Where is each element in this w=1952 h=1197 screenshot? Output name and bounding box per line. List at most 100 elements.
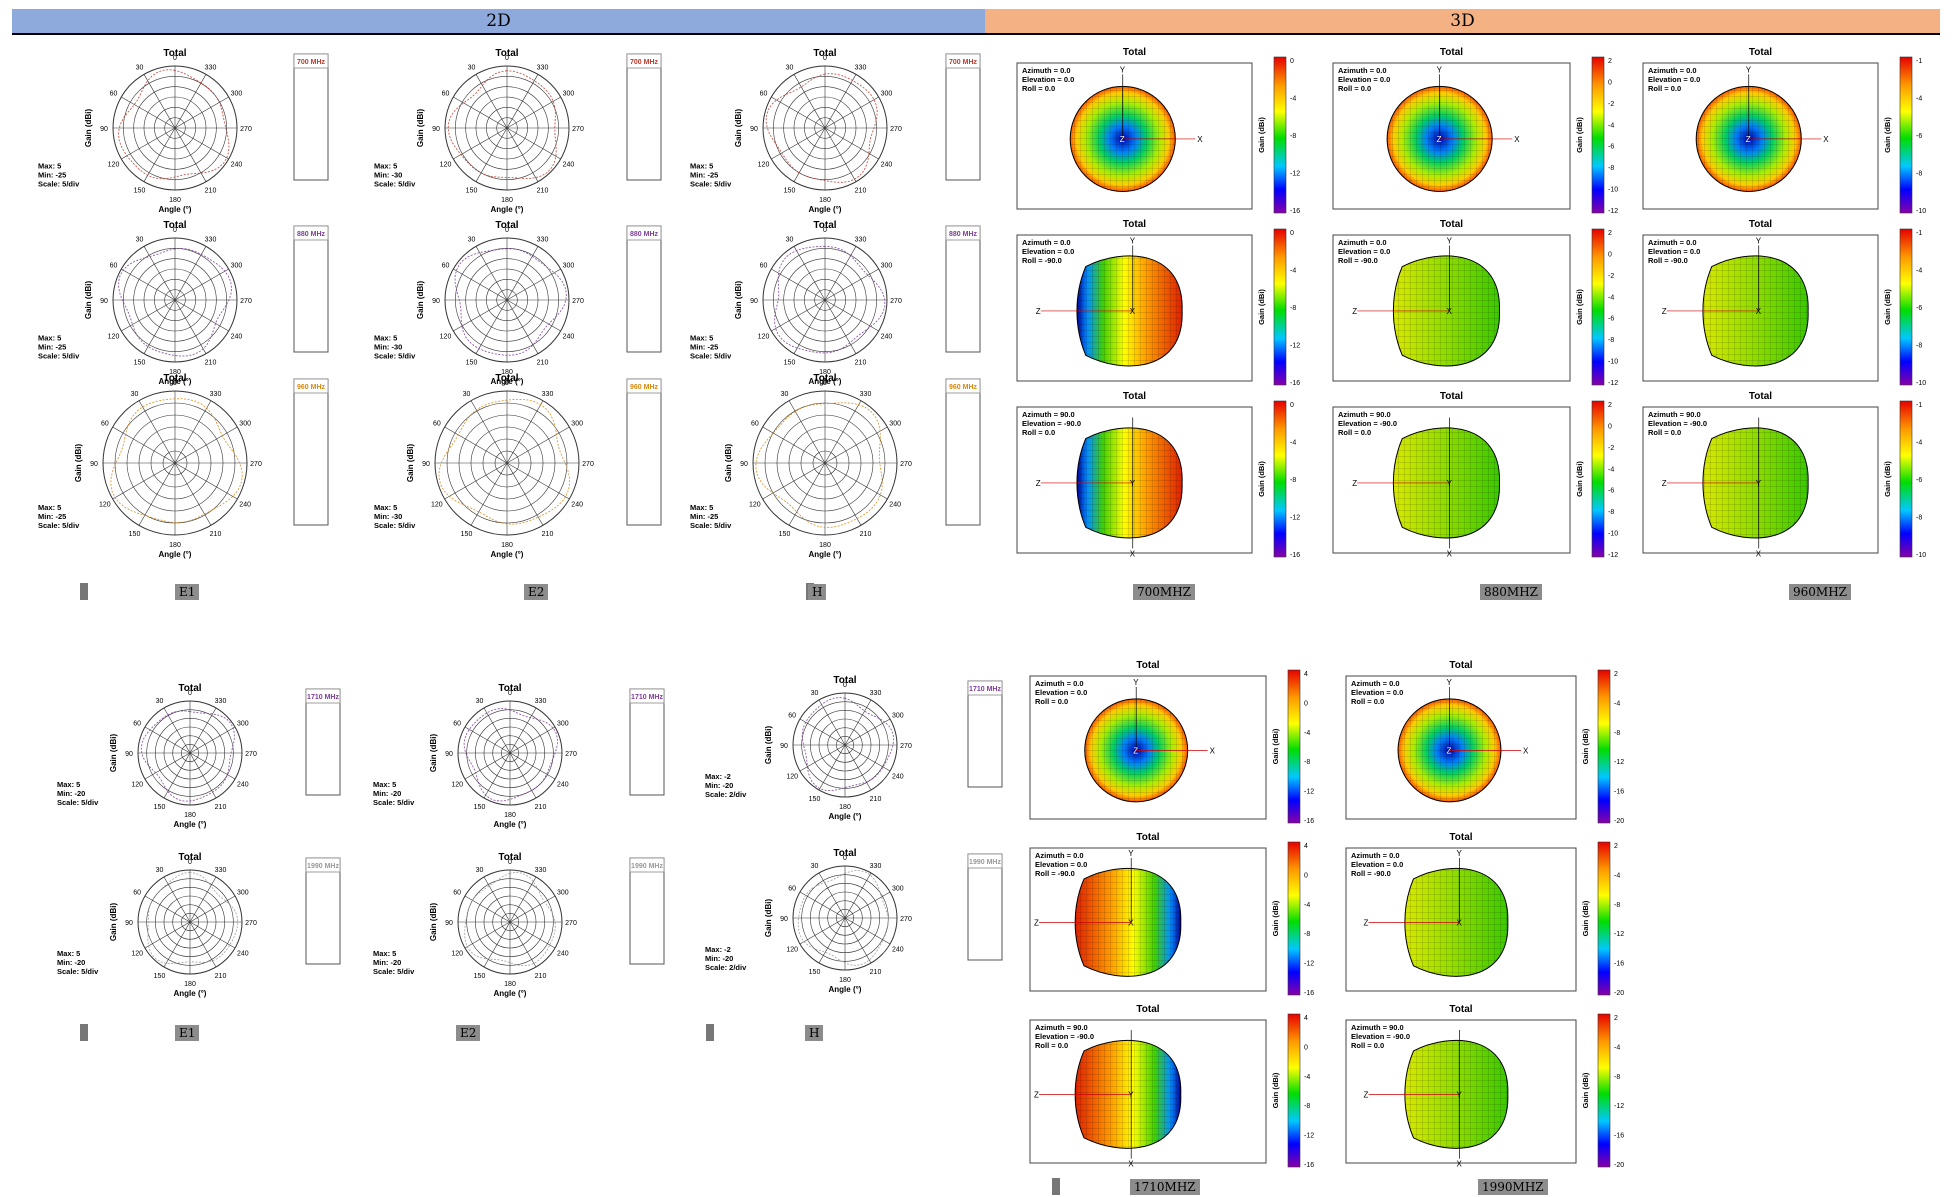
angle-axis-label: Angle (°) — [494, 989, 527, 998]
angle-tick-label: 300 — [239, 421, 251, 428]
colorbar-tick: -4 — [1290, 268, 1296, 275]
angle-tick-label: 90 — [445, 751, 453, 758]
colorbar-label: Gain (dBi) — [1883, 117, 1892, 153]
plot-3d-title: Total — [1749, 219, 1772, 230]
legend-box — [626, 225, 662, 353]
polar-spoke — [509, 752, 537, 799]
plot-3d-title: Total — [1749, 391, 1772, 402]
angle-tick-label: 150 — [134, 187, 146, 194]
colorbar-tick: -10 — [1608, 187, 1618, 194]
gain-axis-label: Gain (dBi) — [74, 444, 83, 483]
axis-letter-z: Z — [1364, 918, 1369, 927]
colorbar-tick: -6 — [1916, 305, 1922, 312]
stats-line: Scale: 5/div — [373, 798, 415, 807]
colorbar-tick: -16 — [1304, 1162, 1314, 1169]
gain-axis-label: Gain (dBi) — [84, 109, 93, 148]
legend-box — [945, 53, 981, 181]
angle-axis-label: Angle (°) — [494, 820, 527, 829]
colorbar-tick: 0 — [1290, 402, 1294, 409]
polar-spoke — [844, 891, 891, 919]
caption-1710mhz: 1710MHZ — [1130, 1179, 1200, 1195]
caption-960mhz: 960MHZ — [1789, 584, 1851, 600]
axis-letter-x: X — [1447, 549, 1453, 558]
colorbar-tick: -4 — [1614, 700, 1620, 707]
angle-tick-label: 270 — [245, 920, 257, 927]
colorbar-tick: -8 — [1290, 133, 1296, 140]
angle-tick-label: 150 — [784, 359, 796, 366]
axis-letter-x: X — [1447, 307, 1453, 316]
polar-spoke — [174, 127, 207, 182]
polar-spoke — [174, 462, 238, 500]
caption-e2-bottom: E2 — [456, 1025, 481, 1041]
angle-tick-label: 90 — [90, 461, 98, 468]
polar-spoke — [189, 921, 236, 949]
polar-spoke — [483, 876, 511, 923]
angle-tick-label: 90 — [740, 461, 748, 468]
axis-letter-x: X — [1514, 135, 1520, 144]
angle-tick-label: 60 — [101, 421, 109, 428]
colorbar-tick: -16 — [1290, 380, 1300, 387]
angle-tick-label: 210 — [205, 359, 217, 366]
polar-title: Total — [495, 373, 518, 384]
angle-tick-label: 210 — [205, 187, 217, 194]
angle-tick-label: 210 — [535, 973, 547, 980]
legend-entry-box — [945, 53, 981, 69]
axis-letter-x: X — [1756, 549, 1762, 558]
axis-letter-x: X — [1130, 549, 1136, 558]
axis-letter-y: Y — [1756, 479, 1762, 488]
stats-line: Max: 5 — [374, 333, 397, 342]
axis-letter-z: Z — [1034, 918, 1039, 927]
angle-tick-label: 270 — [245, 751, 257, 758]
angle-axis-label: Angle (°) — [159, 377, 192, 386]
colorbar-tick: -12 — [1608, 380, 1618, 387]
polar-plot: Total0306090120150180210240270300330Angl… — [374, 220, 662, 386]
view-info: Roll = 0.0 — [1648, 428, 1681, 437]
stats-line: Scale: 5/div — [373, 967, 415, 976]
polar-title: Total — [813, 373, 836, 384]
colorbar-tick: -20 — [1614, 1162, 1624, 1169]
angle-tick-label: 0 — [508, 859, 512, 866]
polar-spoke — [506, 268, 561, 301]
polar-spoke — [771, 268, 826, 301]
legend-entry: 700 MHz — [297, 59, 326, 66]
angle-tick-label: 60 — [788, 886, 796, 893]
legend-entry-box — [626, 378, 662, 394]
colorbar-tick: -4 — [1290, 440, 1296, 447]
axis-letter-z: Z — [1036, 307, 1041, 316]
polar-spoke — [762, 462, 826, 500]
polar-spoke — [818, 744, 846, 791]
angle-tick-label: 60 — [133, 721, 141, 728]
angle-tick-label: 150 — [809, 969, 821, 976]
caption-700mhz: 700MHZ — [1133, 584, 1195, 600]
polar-spoke — [174, 299, 229, 332]
polar-spoke — [799, 917, 846, 945]
colorbar-tick: 2 — [1608, 58, 1612, 65]
angle-tick-label: 120 — [758, 162, 770, 169]
stats-line: Max: 5 — [38, 333, 61, 342]
polar-spoke — [464, 726, 511, 754]
view-info: Roll = 0.0 — [1022, 428, 1055, 437]
colorbar-tick: 0 — [1290, 58, 1294, 65]
polar-plot: Total0306090120150180210240270300330Angl… — [705, 675, 1003, 821]
gain-axis-label: Gain (dBi) — [734, 281, 743, 320]
legend-box — [305, 688, 341, 796]
axis-letter-x: X — [1756, 307, 1762, 316]
colorbar-label: Gain (dBi) — [1257, 461, 1266, 497]
polar-spoke — [138, 400, 176, 464]
axis-letter-z: Z — [1746, 135, 1751, 144]
angle-axis-label: Angle (°) — [809, 550, 842, 559]
legend-entry-box — [626, 225, 662, 241]
pattern-trace — [774, 245, 886, 354]
legend-entry-box — [293, 53, 329, 69]
pattern-trace — [118, 69, 230, 180]
stats-line: Min: -30 — [374, 342, 402, 351]
polar-spoke — [793, 74, 826, 129]
colorbar-tick: 4 — [1304, 671, 1308, 678]
plot-3d-title: Total — [1136, 832, 1159, 843]
polar-spoke — [453, 299, 508, 332]
colorbar-tick: -2 — [1608, 273, 1614, 280]
view-info: Elevation = 0.0 — [1035, 860, 1087, 869]
view-info: Azimuth = 0.0 — [1022, 238, 1071, 247]
angle-tick-label: 60 — [433, 421, 441, 428]
polar-title: Total — [833, 675, 856, 686]
